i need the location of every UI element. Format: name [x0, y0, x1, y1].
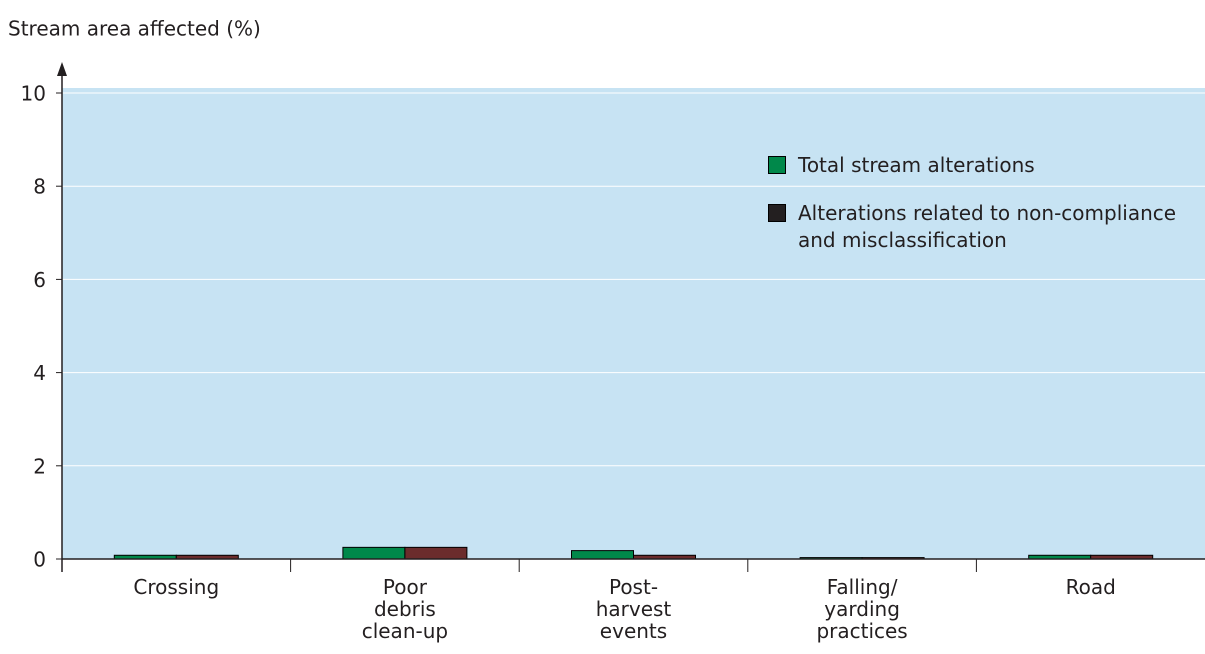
- y-tick-label: 10: [21, 82, 46, 106]
- x-tick-label-line: Crossing: [133, 575, 219, 599]
- legend-label: Total stream alterations: [798, 153, 1035, 177]
- x-tick-label-line: Road: [1066, 575, 1116, 599]
- x-tick-label-line: Poor: [383, 575, 428, 599]
- x-tick-label-line: practices: [816, 619, 907, 643]
- legend-swatch: [768, 204, 786, 222]
- x-tick-label-line: Falling/: [827, 575, 898, 599]
- y-tick-label: 8: [33, 175, 46, 199]
- x-tick-label-line: harvest: [596, 597, 672, 621]
- x-tick-label-line: clean-up: [362, 619, 448, 643]
- x-tick-label-line: Post-: [609, 575, 658, 599]
- axis-title: Stream area affected (%): [8, 17, 261, 41]
- x-tick-label-line: yarding: [824, 597, 900, 621]
- y-tick-label: 0: [33, 548, 46, 572]
- legend-label: Alterations related to non-compliance an…: [798, 201, 1177, 252]
- x-tick-label: Road: [1066, 575, 1116, 599]
- x-tick-label: Poor debris clean-up: [362, 575, 448, 643]
- x-tick-label-line: debris: [374, 597, 436, 621]
- legend-swatch: [768, 156, 786, 174]
- x-tick-label: Post-harvest events: [596, 575, 672, 643]
- bar: [571, 550, 634, 560]
- y-axis-arrow: [57, 62, 67, 76]
- bar: [342, 546, 406, 560]
- bar: [404, 546, 468, 560]
- x-tick-label: Crossing: [133, 575, 219, 599]
- x-tick-label-line: events: [600, 619, 667, 643]
- y-tick-label: 4: [33, 361, 46, 385]
- y-tick-label: 6: [33, 268, 46, 292]
- plot-background: [62, 88, 1205, 559]
- x-tick-label: Falling/yarding practices: [816, 575, 907, 643]
- y-tick-label: 2: [33, 454, 46, 478]
